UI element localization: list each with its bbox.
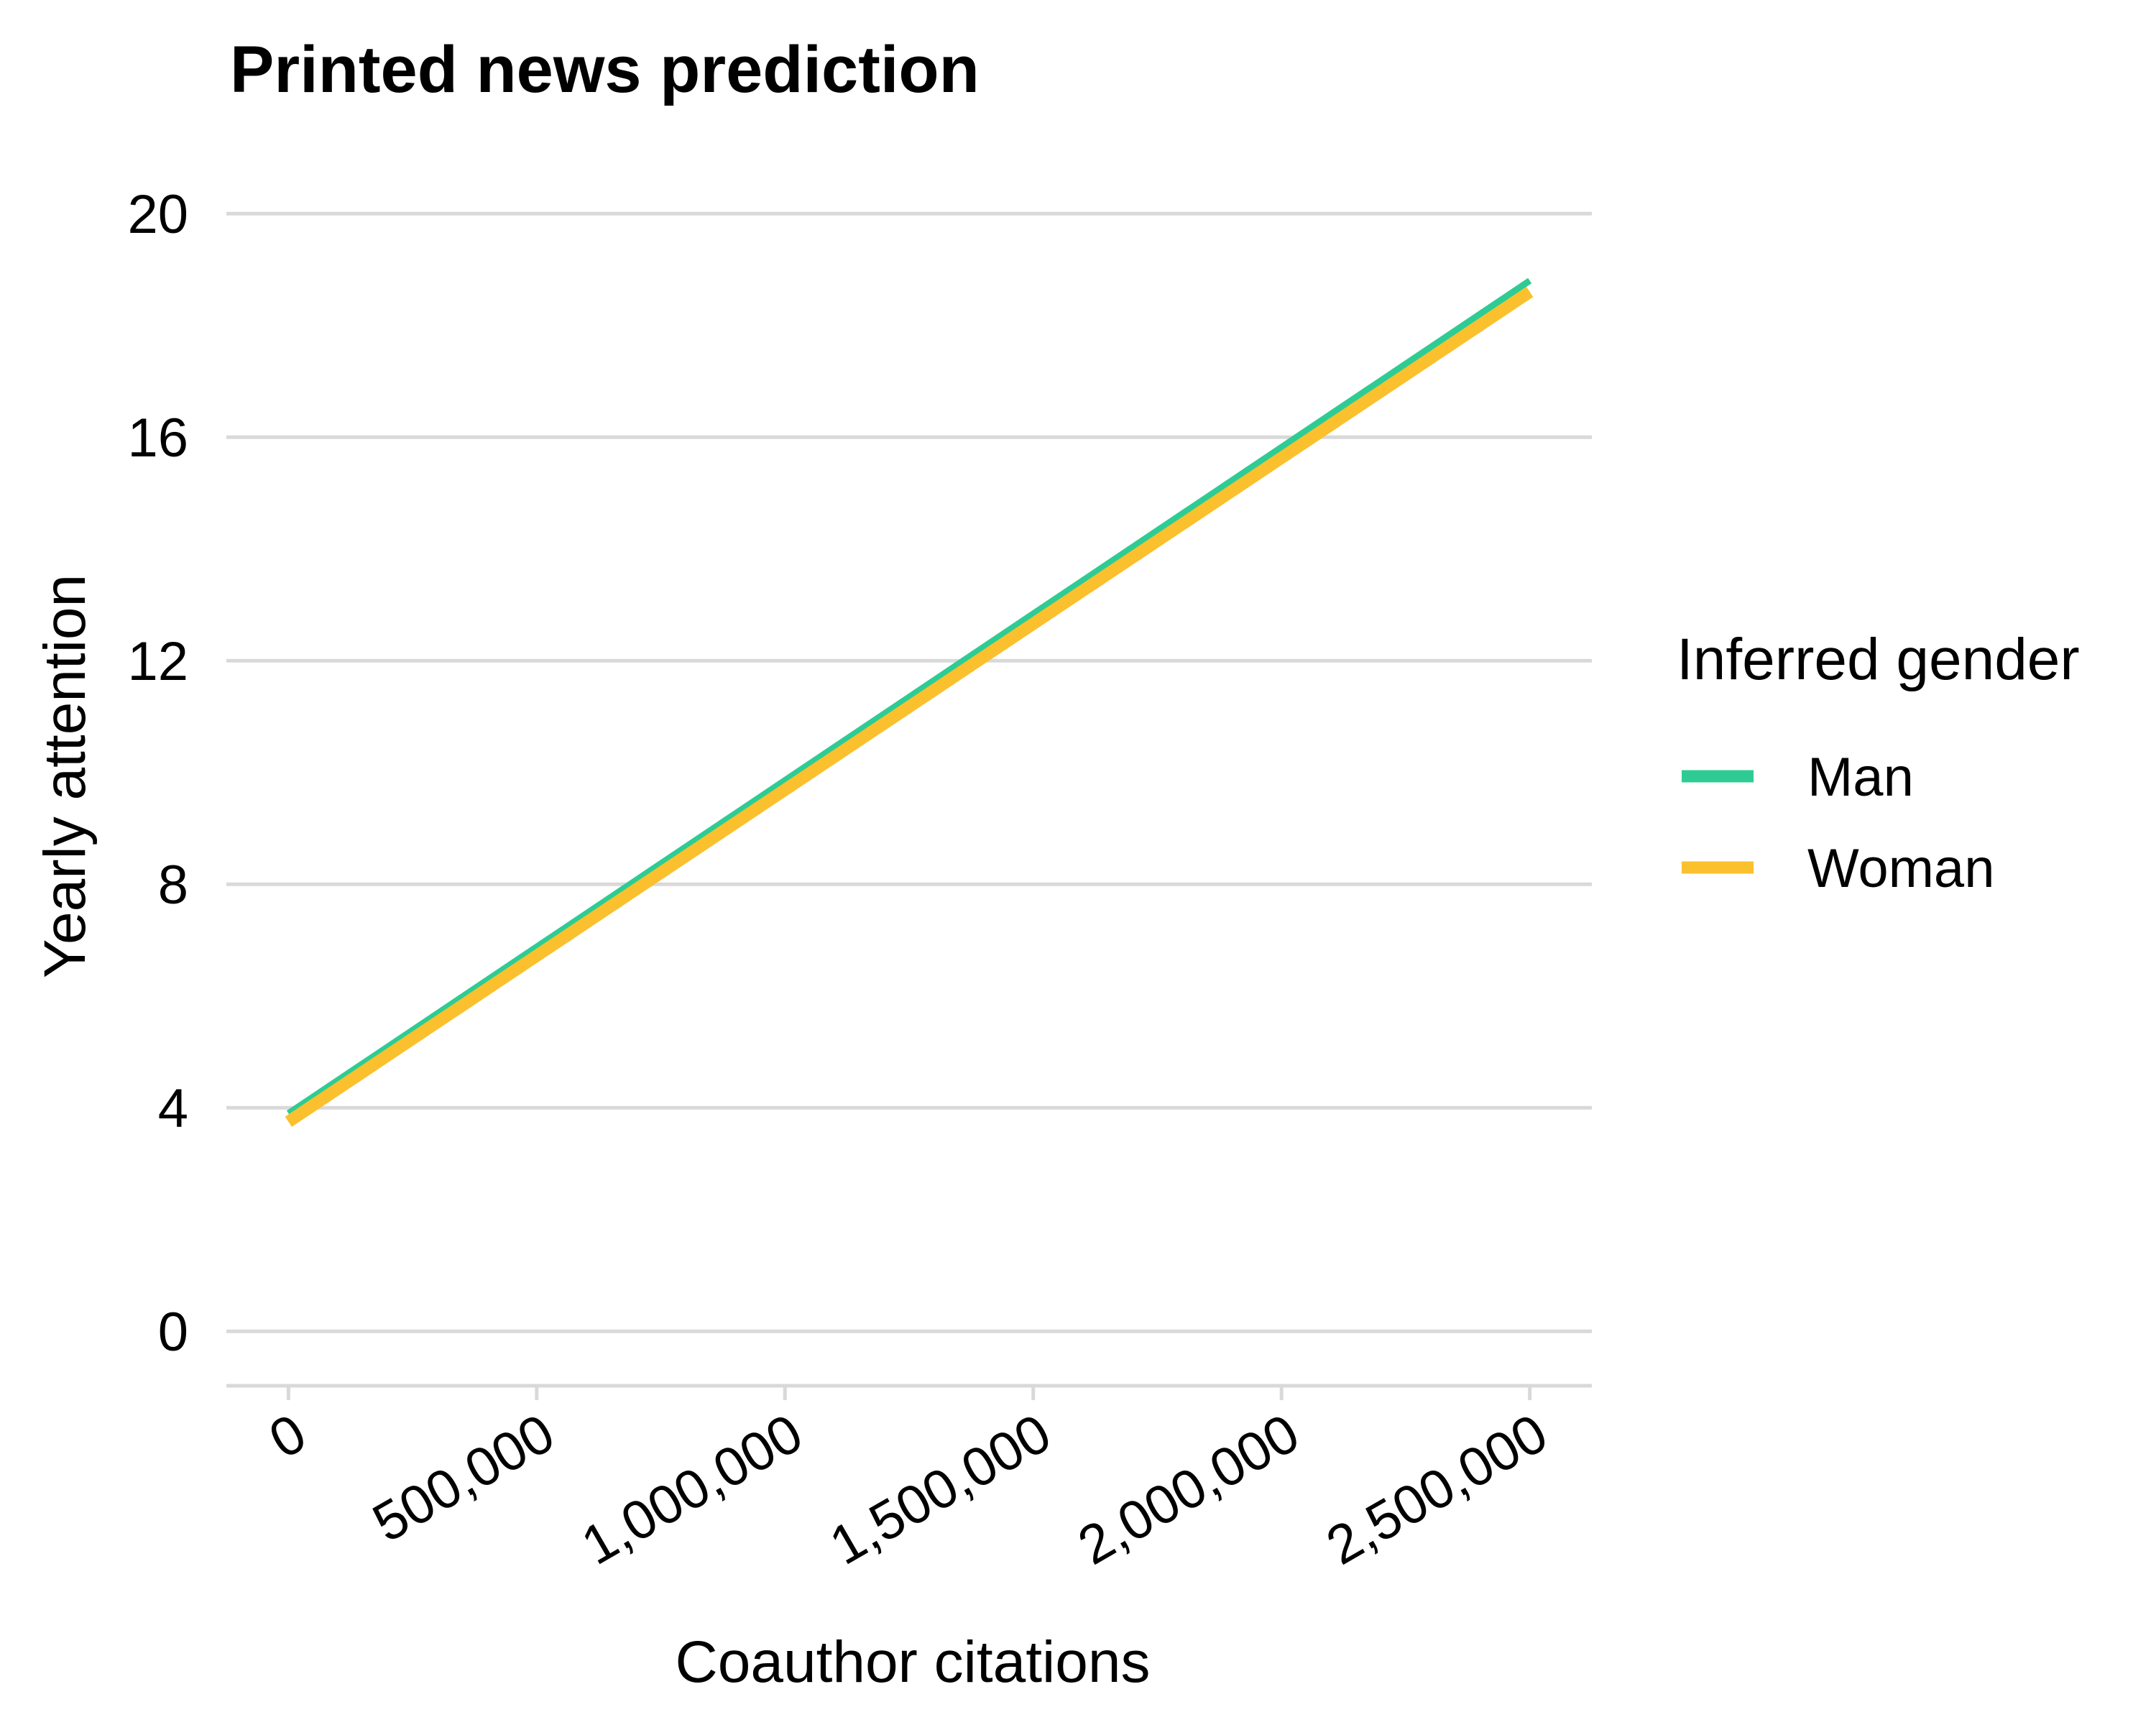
x-tick-label: 1,500,000: [820, 1402, 1061, 1577]
legend-label-man: Man: [1807, 747, 1914, 808]
y-tick-label: 0: [158, 1302, 188, 1363]
legend-title: Inferred gender: [1677, 627, 2080, 692]
x-tick-label: 500,000: [363, 1402, 564, 1554]
grid-lines: [226, 211, 1592, 1333]
y-tick-label: 12: [127, 631, 188, 692]
x-tick-label: 2,000,000: [1068, 1402, 1309, 1577]
x-tick-label: 0: [259, 1402, 316, 1471]
y-axis-title: Yearly attention: [32, 574, 98, 978]
x-axis-title: Coauthor citations: [676, 1629, 1151, 1695]
x-tick-label: 1,000,000: [571, 1402, 812, 1577]
series-line-man: [286, 277, 1532, 1116]
y-tick-label: 20: [127, 184, 188, 245]
chart-title: Printed news prediction: [230, 33, 980, 106]
y-axis: 0 4 8 12 16 20: [127, 184, 188, 1363]
y-tick-label: 16: [127, 408, 188, 469]
y-tick-label: 4: [158, 1078, 188, 1139]
legend: Inferred gender Man Woman: [1677, 627, 2080, 899]
series-lines: [285, 277, 1534, 1127]
legend-label-woman: Woman: [1807, 838, 1994, 899]
series-line-woman: [285, 286, 1534, 1127]
x-tick-label: 2,500,000: [1317, 1402, 1557, 1577]
y-tick-label: 8: [158, 855, 188, 916]
x-axis: 0 500,000 1,000,000 1,500,000 2,000,000 2,500…: [259, 1386, 1557, 1577]
